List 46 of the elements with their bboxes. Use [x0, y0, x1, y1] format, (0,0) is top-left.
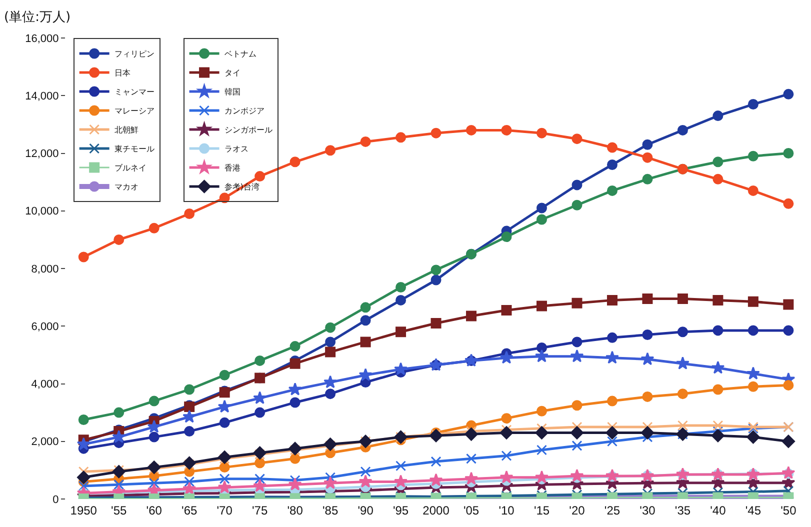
- x-tick-label: '55: [111, 503, 128, 518]
- legend-label: ブルネイ: [114, 164, 146, 173]
- x-tick-label: '20: [569, 503, 586, 518]
- legend-label: フィリピン: [114, 50, 154, 59]
- x-tick-label: '45: [745, 503, 762, 518]
- x-tick-label: '30: [640, 503, 656, 518]
- x-tick-label: '40: [710, 503, 726, 518]
- legend-label: ベトナム: [224, 50, 256, 59]
- y-tick-label: 6,000: [31, 320, 59, 333]
- y-tick-label: 14,000: [25, 90, 59, 102]
- y-tick-label: 10,000: [25, 206, 59, 218]
- legend-label: カンボジア: [224, 106, 264, 116]
- x-tick-label: '50: [780, 503, 797, 518]
- legend-label: 東チモール: [114, 144, 154, 154]
- x-tick-label: 2000: [422, 503, 450, 518]
- x-tick-label: '80: [287, 503, 304, 518]
- x-tick-label: '10: [498, 503, 515, 518]
- x-tick-label: '85: [322, 503, 338, 518]
- x-tick-label: '65: [182, 503, 198, 518]
- y-tick-label: 4,000: [31, 378, 59, 391]
- y-tick-label: 8,000: [31, 263, 59, 276]
- y-axis-title: (単位:万人): [4, 10, 71, 25]
- legend-label: シンガポール: [224, 126, 272, 135]
- x-tick-label: 1950: [70, 503, 98, 518]
- x-tick-label: '90: [358, 503, 374, 518]
- x-tick-label: '15: [534, 503, 550, 518]
- legend-label: 香港: [224, 164, 240, 173]
- legend-label: 日本: [114, 68, 130, 78]
- legend-label: マカオ: [114, 182, 138, 192]
- x-tick-label: '05: [463, 503, 480, 518]
- x-tick-label: '70: [216, 503, 233, 518]
- x-tick-label: '25: [604, 503, 620, 518]
- y-tick-label: 16,000: [25, 32, 59, 45]
- legend-label: ラオス: [224, 144, 248, 154]
- legend-label: ミャンマー: [114, 88, 154, 97]
- legend-label: マレーシア: [114, 106, 154, 116]
- x-tick-label: '60: [146, 503, 162, 518]
- y-tick-label: 0: [52, 494, 59, 506]
- x-tick-label: '35: [674, 503, 691, 518]
- legend-label: タイ: [224, 68, 240, 78]
- x-tick-label: '95: [392, 503, 409, 518]
- y-tick-label: 2,000: [31, 436, 59, 448]
- x-tick-label: '75: [252, 503, 268, 518]
- legend-label: 韓国: [224, 88, 240, 97]
- y-tick-label: 12,000: [25, 148, 59, 160]
- legend-label: 北朝鮮: [114, 126, 138, 135]
